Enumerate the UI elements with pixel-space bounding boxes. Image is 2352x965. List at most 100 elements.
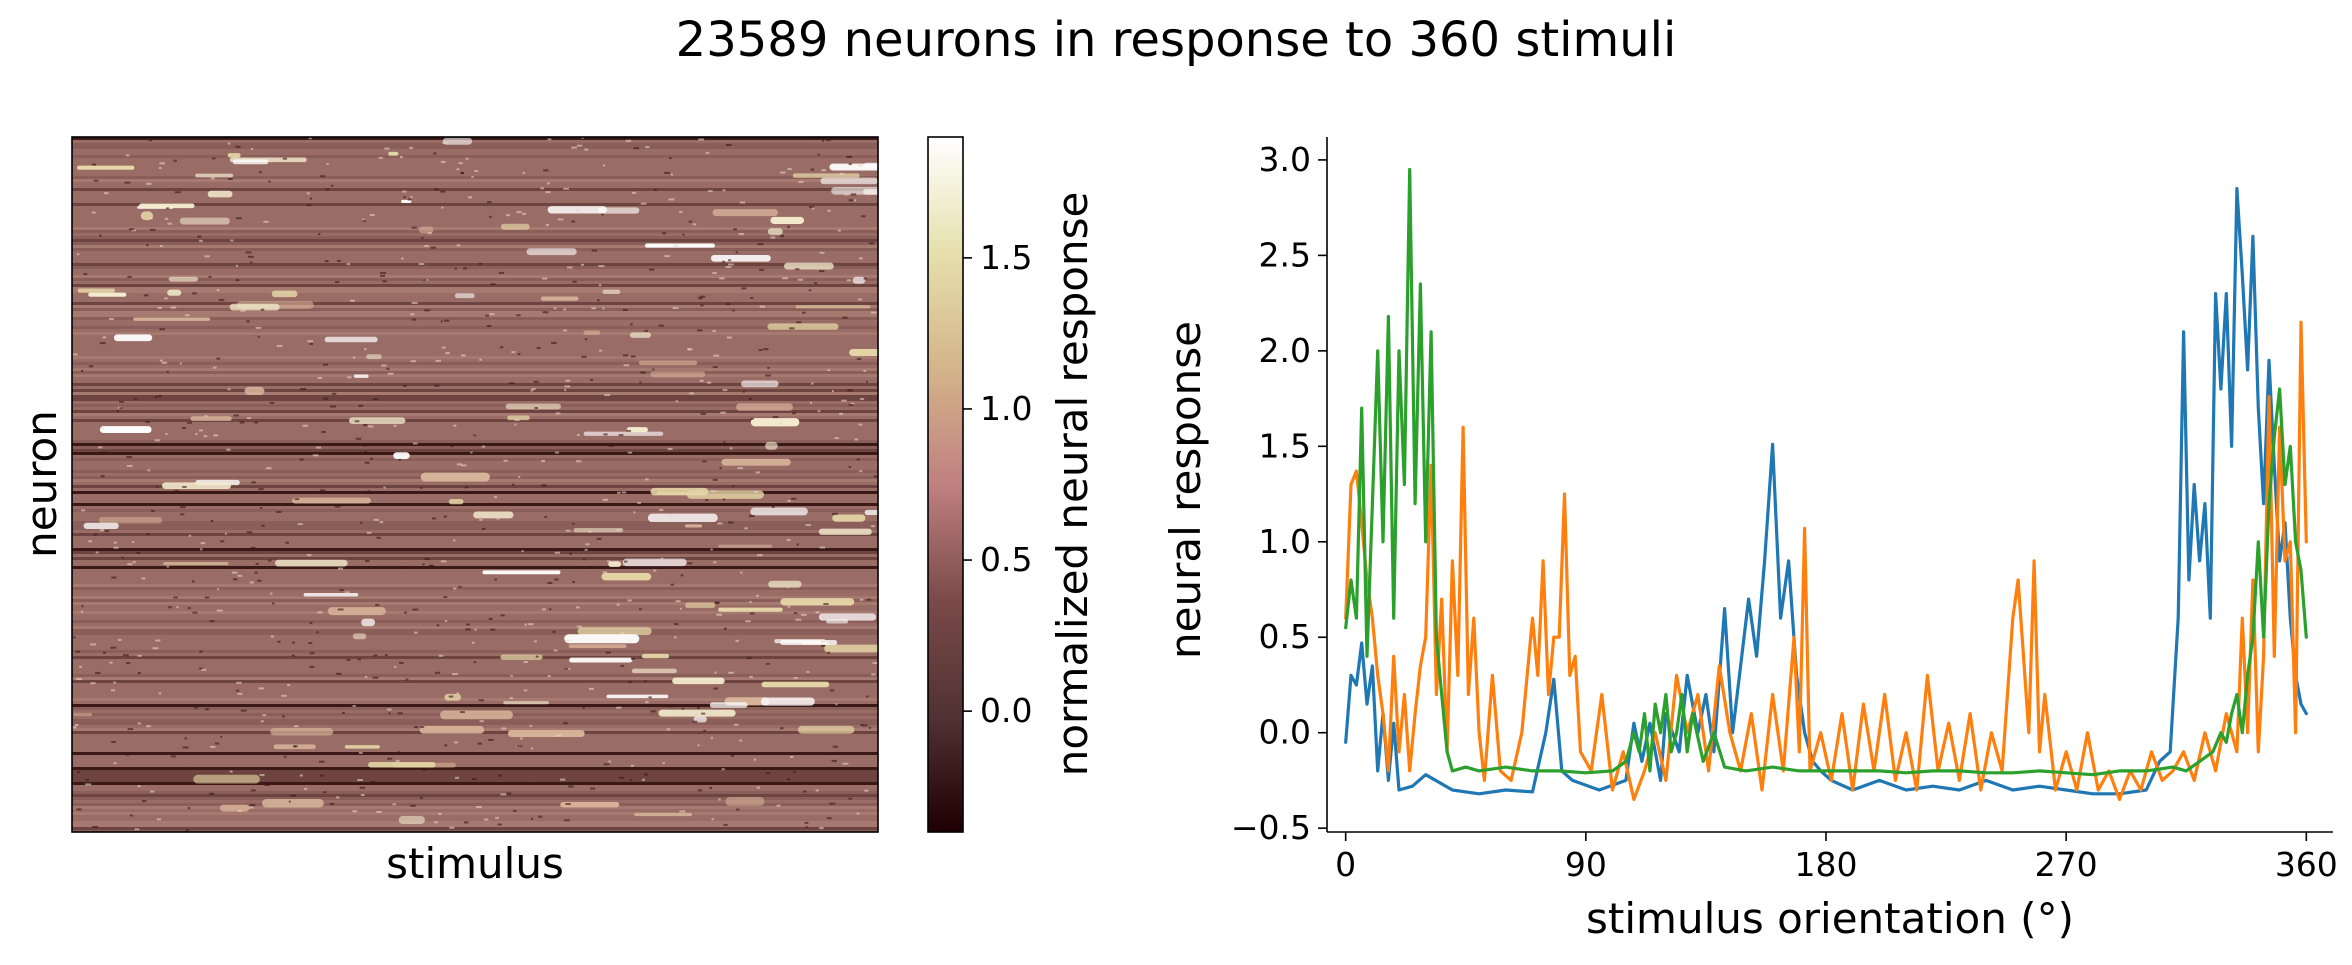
heatmap-speckle bbox=[699, 295, 706, 298]
heatmap-row bbox=[72, 368, 878, 371]
heatmap-row bbox=[72, 680, 878, 683]
heatmap-speckle bbox=[750, 417, 754, 420]
heatmap-speckle bbox=[741, 287, 747, 290]
heatmap-speckle bbox=[718, 798, 721, 801]
heatmap-speckle bbox=[786, 586, 790, 589]
heatmap-highlight bbox=[503, 701, 549, 705]
heatmap-speckle bbox=[654, 188, 657, 191]
heatmap-speckle bbox=[823, 603, 829, 606]
heatmap-speckle bbox=[729, 447, 733, 450]
heatmap-speckle bbox=[859, 257, 863, 260]
heatmap-speckle bbox=[309, 342, 313, 345]
heatmap-speckle bbox=[379, 272, 386, 275]
heatmap-highlight bbox=[83, 522, 119, 530]
colorbar-ticks: 0.0 0.5 1.0 1.5 bbox=[963, 238, 1032, 730]
heatmap-speckle bbox=[433, 152, 437, 155]
heatmap-speckle bbox=[100, 427, 104, 430]
heatmap-row bbox=[72, 524, 878, 527]
heatmap-speckle bbox=[599, 349, 603, 352]
heatmap-highlight bbox=[560, 802, 620, 808]
heatmap-speckle bbox=[413, 726, 419, 729]
heatmap-speckle bbox=[793, 676, 798, 679]
heatmap-row bbox=[72, 332, 878, 335]
heatmap-speckle bbox=[596, 299, 600, 302]
heatmap-highlight bbox=[526, 248, 577, 256]
heatmap-row bbox=[72, 491, 878, 494]
heatmap-speckle bbox=[745, 620, 751, 623]
heatmap-speckle bbox=[591, 249, 598, 252]
heatmap-speckle bbox=[662, 232, 667, 235]
heatmap-speckle bbox=[468, 196, 473, 199]
heatmap-speckle bbox=[533, 380, 539, 383]
heatmap-speckle bbox=[460, 172, 464, 175]
heatmap-speckle bbox=[453, 539, 456, 542]
heatmap-speckle bbox=[287, 684, 291, 687]
heatmap-speckle bbox=[749, 600, 752, 603]
heatmap-speckle bbox=[458, 585, 462, 588]
heatmap-speckle bbox=[387, 757, 393, 760]
heatmap-speckle bbox=[192, 292, 197, 295]
heatmap-speckle bbox=[150, 790, 155, 793]
heatmap-speckle bbox=[659, 508, 664, 511]
heatmap-speckle bbox=[247, 255, 254, 258]
heatmap-speckle bbox=[98, 446, 103, 449]
heatmap-speckle bbox=[710, 548, 713, 551]
heatmap-speckle bbox=[587, 566, 592, 569]
heatmap-speckle bbox=[73, 636, 76, 639]
heatmap-speckle bbox=[626, 429, 632, 432]
heatmap-speckle bbox=[565, 529, 571, 532]
heatmap-speckle bbox=[474, 170, 479, 173]
heatmap-speckle bbox=[198, 429, 204, 432]
heatmap-speckle bbox=[352, 704, 356, 707]
heatmap-speckle bbox=[861, 215, 866, 218]
heatmap-highlight bbox=[232, 159, 269, 165]
heatmap-speckle bbox=[765, 374, 771, 377]
heatmap-speckle bbox=[555, 734, 562, 737]
heatmap-speckle bbox=[179, 362, 182, 365]
heatmap-speckle bbox=[236, 681, 242, 684]
heatmap-speckle bbox=[700, 304, 704, 307]
heatmap-y-label: neuron bbox=[17, 410, 66, 558]
heatmap-speckle bbox=[658, 324, 665, 327]
heatmap-row bbox=[72, 677, 878, 680]
heatmap-highlight bbox=[448, 499, 464, 505]
heatmap-speckle bbox=[291, 654, 295, 657]
heatmap-speckle bbox=[801, 613, 807, 616]
heatmap-speckle bbox=[444, 319, 450, 322]
heatmap-speckle bbox=[216, 357, 221, 360]
heatmap-highlight bbox=[765, 441, 778, 450]
heatmap-speckle bbox=[384, 147, 390, 150]
heatmap-row bbox=[72, 446, 878, 449]
heatmap-speckle bbox=[410, 313, 415, 316]
heatmap-row bbox=[72, 392, 878, 395]
heatmap-speckle bbox=[672, 307, 679, 310]
heatmap-speckle bbox=[834, 437, 839, 440]
heatmap-speckle bbox=[652, 368, 655, 371]
heatmap-speckle bbox=[460, 354, 466, 357]
heatmap-speckle bbox=[368, 425, 374, 428]
heatmap-speckle bbox=[858, 298, 863, 301]
heatmap-speckle bbox=[700, 412, 706, 415]
heatmap-highlight bbox=[440, 710, 513, 720]
heatmap-row bbox=[72, 236, 878, 239]
heatmap-speckle bbox=[516, 314, 521, 317]
heatmap-speckle bbox=[536, 346, 541, 349]
heatmap-speckle bbox=[182, 485, 187, 488]
heatmap-speckle bbox=[749, 675, 753, 678]
heatmap-speckle bbox=[796, 543, 800, 546]
heatmap-speckle bbox=[146, 533, 150, 536]
heatmap-speckle bbox=[497, 823, 502, 826]
heatmap-speckle bbox=[199, 667, 204, 670]
heatmap-speckle bbox=[352, 356, 355, 359]
heatmap-speckle bbox=[714, 671, 717, 674]
heatmap-speckle bbox=[648, 268, 655, 271]
heatmap-speckle bbox=[254, 571, 258, 574]
colorbar: 0.0 0.5 1.0 1.5 normalized neural response bbox=[927, 136, 1097, 833]
heatmap-speckle bbox=[166, 565, 170, 568]
heatmap-speckle bbox=[582, 558, 586, 561]
heatmap-speckle bbox=[99, 234, 102, 237]
heatmap-speckle bbox=[660, 557, 664, 560]
y-tick-label: 2.5 bbox=[1259, 235, 1311, 274]
heatmap-speckle bbox=[564, 389, 567, 392]
heatmap-speckle bbox=[485, 314, 490, 317]
